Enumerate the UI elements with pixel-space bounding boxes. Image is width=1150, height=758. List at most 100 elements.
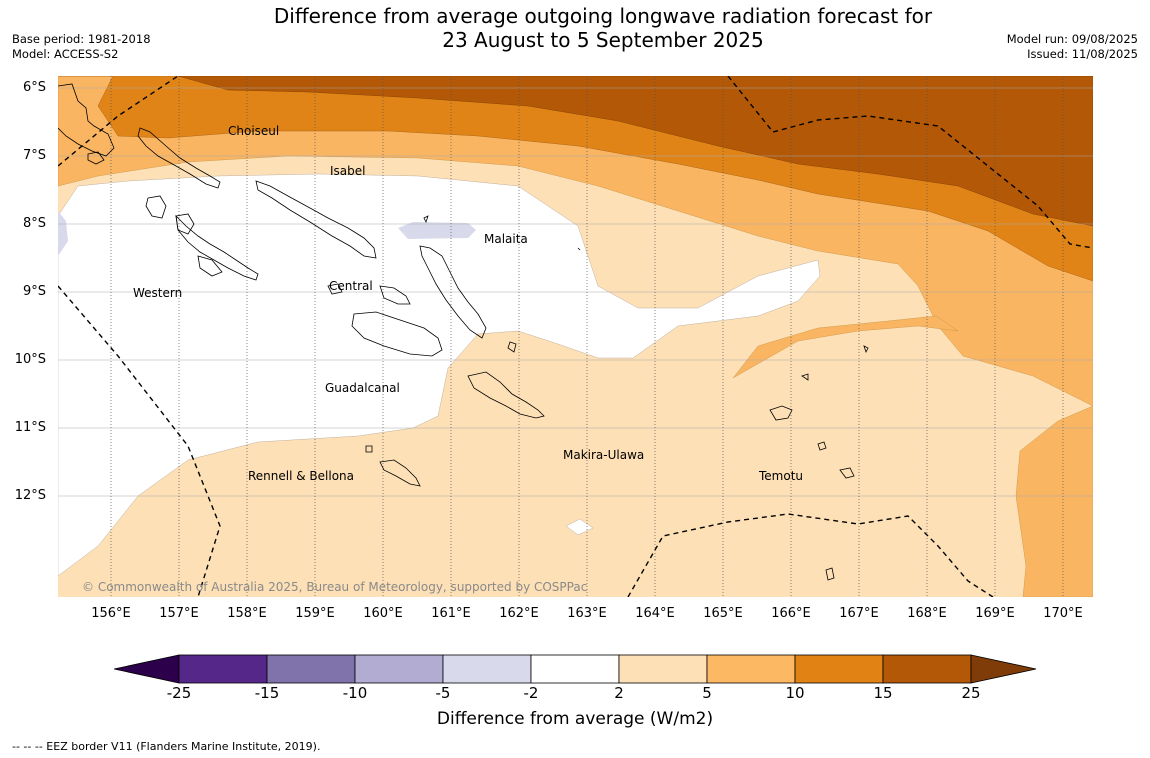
coast-tikopia bbox=[825, 567, 835, 581]
coast-malaita bbox=[419, 245, 487, 339]
coast-santa-cruz bbox=[769, 405, 793, 421]
lat-label: 7°S bbox=[22, 148, 46, 163]
colorbar-extend-high bbox=[970, 654, 1037, 684]
eez-legend-note: -- -- -- EEZ border V11 (Flanders Marine… bbox=[12, 740, 321, 753]
lon-label: 156°E bbox=[91, 606, 131, 621]
colorbar-tick: -10 bbox=[342, 684, 368, 702]
colorbar-tick: 15 bbox=[873, 684, 893, 702]
place-label-guadalcanal: Guadalcanal bbox=[325, 381, 400, 395]
coast-sikaiana bbox=[577, 247, 581, 251]
coast-ontong bbox=[423, 215, 429, 224]
coast-vanikoro bbox=[839, 467, 855, 479]
eez-south bbox=[627, 513, 994, 597]
band-5-10-temotu bbox=[732, 315, 959, 379]
lat-label: 12°S bbox=[14, 488, 46, 503]
coast-rendova bbox=[197, 255, 223, 277]
eez-north-west bbox=[58, 76, 179, 167]
colorbar-segment bbox=[354, 654, 444, 684]
eez-north-east bbox=[727, 76, 1093, 249]
lon-label: 167°E bbox=[839, 606, 879, 621]
lon-label: 163°E bbox=[567, 606, 607, 621]
issued-date: Issued: 11/08/2025 bbox=[1027, 47, 1138, 61]
place-label-central: Central bbox=[329, 279, 373, 293]
coast-choiseul bbox=[137, 127, 221, 189]
colorbar-tick: -25 bbox=[166, 684, 192, 702]
colorbar-tick: -2 bbox=[523, 684, 539, 702]
band-neutral bbox=[58, 173, 821, 577]
lon-label: 162°E bbox=[499, 606, 539, 621]
lat-label: 10°S bbox=[14, 352, 46, 367]
colorbar-segment bbox=[618, 654, 708, 684]
lat-gridlines bbox=[58, 87, 1093, 497]
lon-label: 166°E bbox=[771, 606, 811, 621]
coast-kolombangara bbox=[175, 213, 195, 235]
lat-label: 11°S bbox=[14, 420, 46, 435]
coast-bellona bbox=[365, 445, 373, 453]
colorbar-label: Difference from average (W/m2) bbox=[436, 709, 714, 729]
lon-label: 170°E bbox=[1043, 606, 1083, 621]
coast-shortland bbox=[87, 151, 105, 165]
colorbar-segment bbox=[178, 654, 268, 684]
base-period: Base period: 1981-2018 bbox=[12, 32, 151, 46]
coast-duff bbox=[863, 345, 869, 354]
band-5-10-east bbox=[1015, 405, 1093, 597]
lat-label: 6°S bbox=[22, 80, 46, 95]
model-name: Model: ACCESS-S2 bbox=[12, 47, 119, 61]
lat-label: 8°S bbox=[22, 216, 46, 231]
colorbar-segment bbox=[794, 654, 884, 684]
place-label-isabel: Isabel bbox=[330, 164, 366, 178]
coast-new-georgia bbox=[175, 214, 259, 281]
eez-west bbox=[58, 285, 221, 597]
copyright-notice: © Commonwealth of Australia 2025, Bureau… bbox=[82, 580, 588, 594]
title-line-2: 23 August to 5 September 2025 bbox=[442, 28, 764, 52]
place-label-choiseul: Choiseul bbox=[228, 124, 280, 138]
colorbar-extend-low bbox=[114, 654, 180, 684]
coast-bougainville bbox=[58, 83, 115, 157]
place-label-western: Western bbox=[133, 286, 183, 300]
coast-rennell bbox=[379, 459, 421, 487]
coast-reef-islands bbox=[801, 373, 809, 381]
lon-label: 164°E bbox=[635, 606, 675, 621]
model-run: Model run: 09/08/2025 bbox=[1006, 32, 1138, 46]
place-label-temotu: Temotu bbox=[759, 469, 804, 483]
coast-vella-lavella bbox=[145, 195, 167, 219]
colorbar-segment bbox=[442, 654, 532, 684]
lat-label: 9°S bbox=[22, 284, 46, 299]
lon-label: 165°E bbox=[703, 606, 743, 621]
colorbar-segment bbox=[706, 654, 796, 684]
title-line-1: Difference from average outgoing longwav… bbox=[273, 4, 933, 28]
colorbar-tick: 25 bbox=[961, 684, 981, 702]
eez-borders bbox=[58, 76, 1093, 597]
lon-label: 157°E bbox=[159, 606, 199, 621]
colorbar-segment bbox=[530, 654, 620, 684]
coast-guadalcanal bbox=[351, 311, 443, 357]
coast-florida bbox=[379, 285, 411, 305]
colorbar-tick: 10 bbox=[785, 684, 805, 702]
lon-label: 169°E bbox=[975, 606, 1015, 621]
place-label-rennell: Rennell & Bellona bbox=[248, 469, 355, 483]
band-minus-small-1 bbox=[398, 222, 476, 239]
lon-label: 158°E bbox=[227, 606, 267, 621]
coast-utupua bbox=[817, 441, 827, 451]
colorbar-tick: -15 bbox=[254, 684, 280, 702]
colorbar bbox=[114, 654, 1037, 684]
place-label-makira: Makira-Ulawa bbox=[563, 448, 645, 462]
place-label-malaita: Malaita bbox=[484, 232, 528, 246]
coast-makira bbox=[467, 371, 545, 419]
coast-isabel bbox=[255, 180, 377, 259]
colorbar-segment bbox=[882, 654, 972, 684]
forecast-map bbox=[58, 76, 1093, 597]
colorbar-tick: 2 bbox=[614, 684, 624, 702]
lon-label: 168°E bbox=[907, 606, 947, 621]
coastlines bbox=[58, 83, 869, 581]
lon-label: 159°E bbox=[295, 606, 335, 621]
band-neutral-isle bbox=[565, 518, 594, 536]
colorbar-tick: 5 bbox=[702, 684, 712, 702]
coast-ulawa bbox=[507, 341, 517, 353]
lon-label: 160°E bbox=[363, 606, 403, 621]
band-minus-small-2 bbox=[58, 211, 68, 256]
colorbar-segment bbox=[266, 654, 356, 684]
lon-label: 161°E bbox=[431, 606, 471, 621]
colorbar-tick: -5 bbox=[435, 684, 451, 702]
coast-russell bbox=[327, 283, 343, 295]
